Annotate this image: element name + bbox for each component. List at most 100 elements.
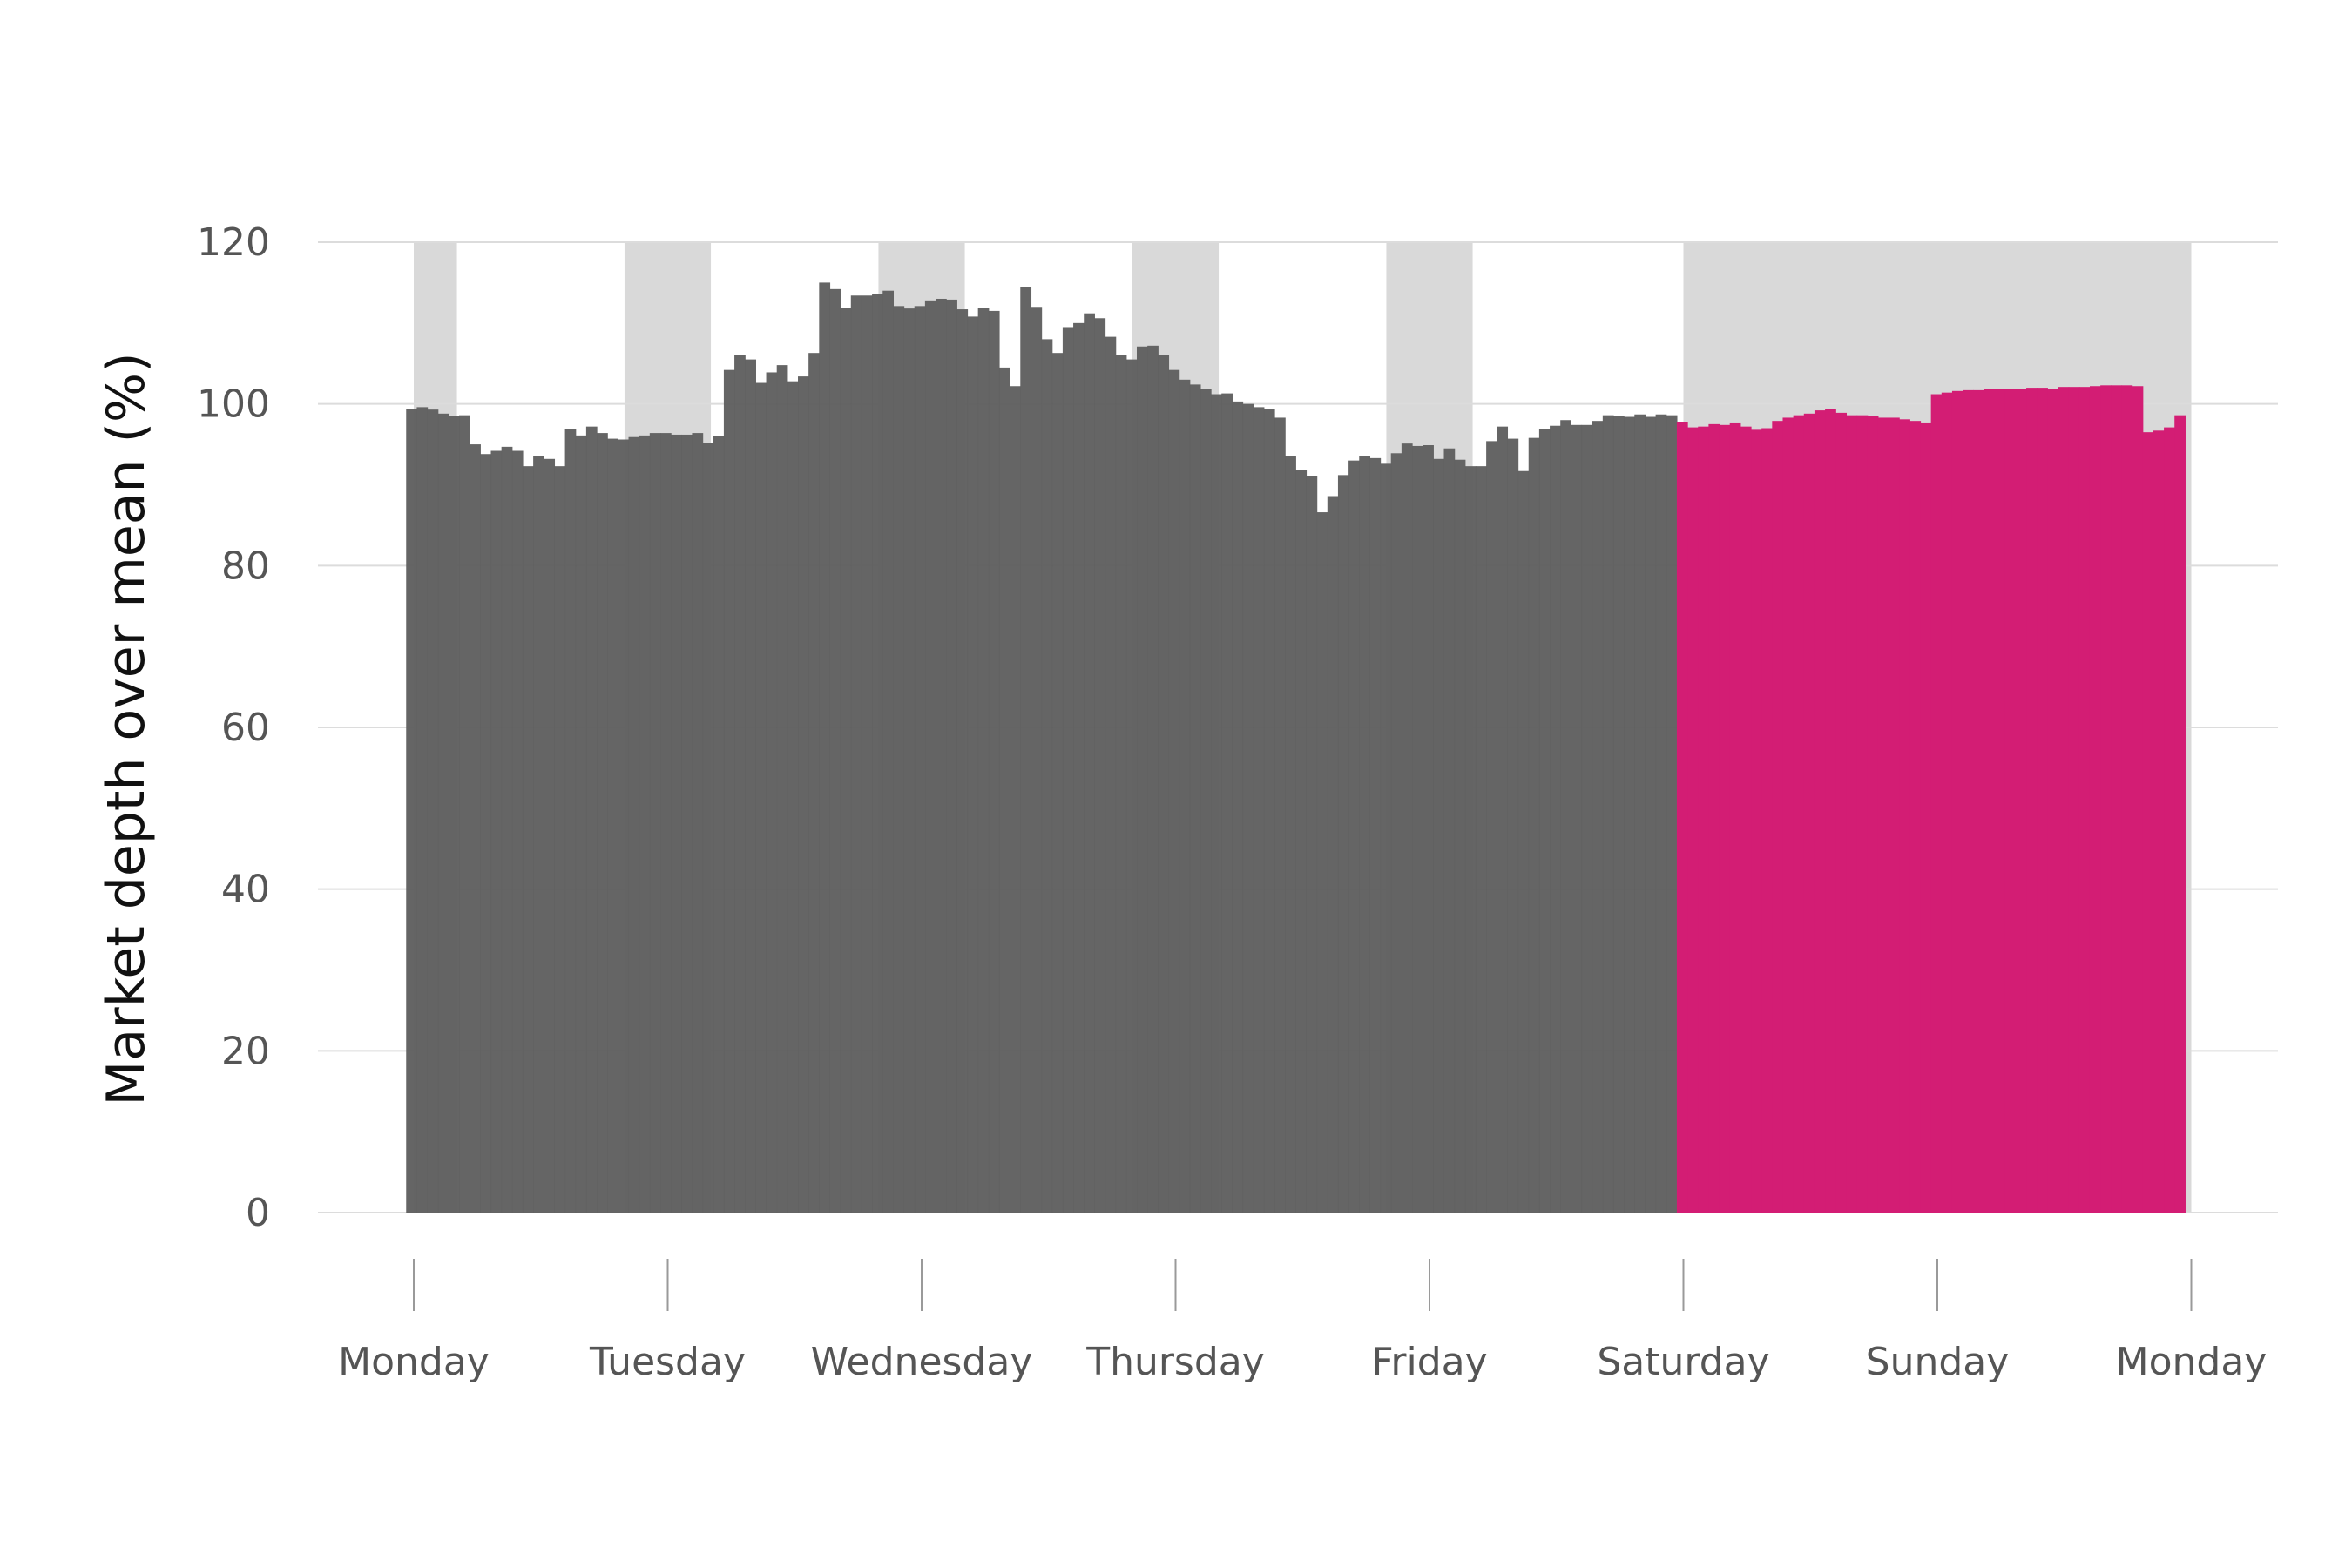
bar-121 xyxy=(1687,427,1699,1213)
x-tick-label-5: Saturday xyxy=(1597,1340,1769,1384)
y-tick-label-20: 20 xyxy=(221,1029,270,1073)
bar-113 xyxy=(1602,415,1614,1213)
bar-47 xyxy=(903,308,916,1213)
bar-62 xyxy=(1062,327,1074,1213)
bar-66 xyxy=(1105,336,1117,1213)
bar-148 xyxy=(1973,389,1985,1213)
bar-100 xyxy=(1464,466,1477,1213)
y-axis-ticks: 0 20 40 60 80 100 120 xyxy=(197,220,270,1235)
bar-12 xyxy=(533,456,544,1213)
bar-5 xyxy=(459,415,470,1213)
bar-59 xyxy=(1031,307,1043,1213)
bar-123 xyxy=(1708,423,1720,1213)
bar-162 xyxy=(2121,385,2133,1213)
bar-137 xyxy=(1856,415,1869,1213)
bar-33 xyxy=(755,382,767,1213)
bar-79 xyxy=(1242,403,1254,1213)
bar-93 xyxy=(1390,453,1402,1213)
bar-48 xyxy=(914,306,926,1213)
bar-4 xyxy=(448,416,460,1213)
y-tick-label-0: 0 xyxy=(246,1191,270,1235)
bar-7 xyxy=(480,454,492,1213)
bar-30 xyxy=(723,369,735,1213)
bar-77 xyxy=(1221,393,1233,1213)
bar-0 xyxy=(406,409,418,1213)
x-tick-label-0: Monday xyxy=(338,1340,490,1384)
bar-42 xyxy=(850,295,862,1213)
bar-156 xyxy=(2058,387,2070,1213)
bar-131 xyxy=(1793,415,1805,1213)
x-tick-label-7: Monday xyxy=(2116,1340,2268,1384)
bar-22 xyxy=(639,435,651,1213)
bar-11 xyxy=(522,466,534,1213)
bar-128 xyxy=(1761,428,1773,1213)
bar-140 xyxy=(1889,417,1900,1213)
bar-19 xyxy=(607,438,618,1213)
x-axis-ticks: Monday Tuesday Wednesday Thursday Friday Satu… xyxy=(338,1259,2267,1384)
bar-84 xyxy=(1295,470,1308,1213)
bar-3 xyxy=(437,413,449,1213)
bar-58 xyxy=(1020,287,1032,1213)
bar-20 xyxy=(618,439,630,1213)
bar-23 xyxy=(649,433,661,1213)
bar-146 xyxy=(1951,390,1963,1213)
bar-98 xyxy=(1443,448,1456,1213)
bar-102 xyxy=(1486,441,1497,1213)
bar-118 xyxy=(1655,414,1667,1213)
y-tick-label-80: 80 xyxy=(221,544,270,588)
bar-145 xyxy=(1941,392,1953,1213)
bar-39 xyxy=(819,282,831,1213)
bar-144 xyxy=(1930,394,1943,1213)
bar-111 xyxy=(1581,424,1593,1213)
bar-67 xyxy=(1115,355,1127,1213)
bar-105 xyxy=(1517,470,1530,1213)
bar-87 xyxy=(1327,496,1339,1213)
bar-92 xyxy=(1380,463,1392,1213)
bar-50 xyxy=(936,298,947,1213)
bar-99 xyxy=(1454,459,1466,1213)
y-tick-label-40: 40 xyxy=(221,868,270,912)
bar-136 xyxy=(1846,415,1858,1213)
y-tick-label-120: 120 xyxy=(197,220,270,265)
bar-69 xyxy=(1136,346,1148,1213)
bar-157 xyxy=(2068,387,2080,1213)
bar-78 xyxy=(1232,401,1244,1213)
bar-104 xyxy=(1507,438,1519,1213)
bar-16 xyxy=(575,435,587,1213)
bar-120 xyxy=(1676,422,1688,1213)
bar-112 xyxy=(1592,421,1604,1213)
bar-14 xyxy=(554,466,566,1213)
bar-35 xyxy=(776,365,788,1213)
bar-164 xyxy=(2142,432,2154,1213)
bar-160 xyxy=(2100,385,2112,1213)
bar-159 xyxy=(2089,386,2101,1213)
bar-57 xyxy=(1010,386,1021,1213)
bar-32 xyxy=(745,359,756,1213)
bar-106 xyxy=(1528,437,1540,1213)
bar-73 xyxy=(1179,379,1191,1213)
bar-165 xyxy=(2153,430,2165,1213)
bar-143 xyxy=(1920,422,1932,1213)
bar-56 xyxy=(998,367,1010,1213)
bar-1 xyxy=(416,407,429,1213)
bar-40 xyxy=(829,288,841,1213)
bar-76 xyxy=(1211,394,1222,1213)
x-tick-label-6: Sunday xyxy=(1866,1340,2010,1384)
bar-85 xyxy=(1306,476,1318,1213)
bar-155 xyxy=(2047,389,2059,1213)
bar-44 xyxy=(872,294,883,1213)
bar-101 xyxy=(1475,466,1487,1213)
bar-154 xyxy=(2037,388,2048,1213)
bar-63 xyxy=(1073,322,1085,1213)
bar-51 xyxy=(946,299,957,1213)
bar-21 xyxy=(628,436,640,1213)
bar-34 xyxy=(766,372,778,1213)
bar-55 xyxy=(988,310,1000,1213)
bar-9 xyxy=(501,446,513,1213)
y-axis-title: Market depth over mean (%) xyxy=(96,353,157,1106)
bar-10 xyxy=(511,450,524,1213)
bar-65 xyxy=(1094,318,1106,1213)
bar-153 xyxy=(2026,388,2038,1213)
bar-8 xyxy=(490,450,503,1213)
bar-89 xyxy=(1348,460,1360,1213)
